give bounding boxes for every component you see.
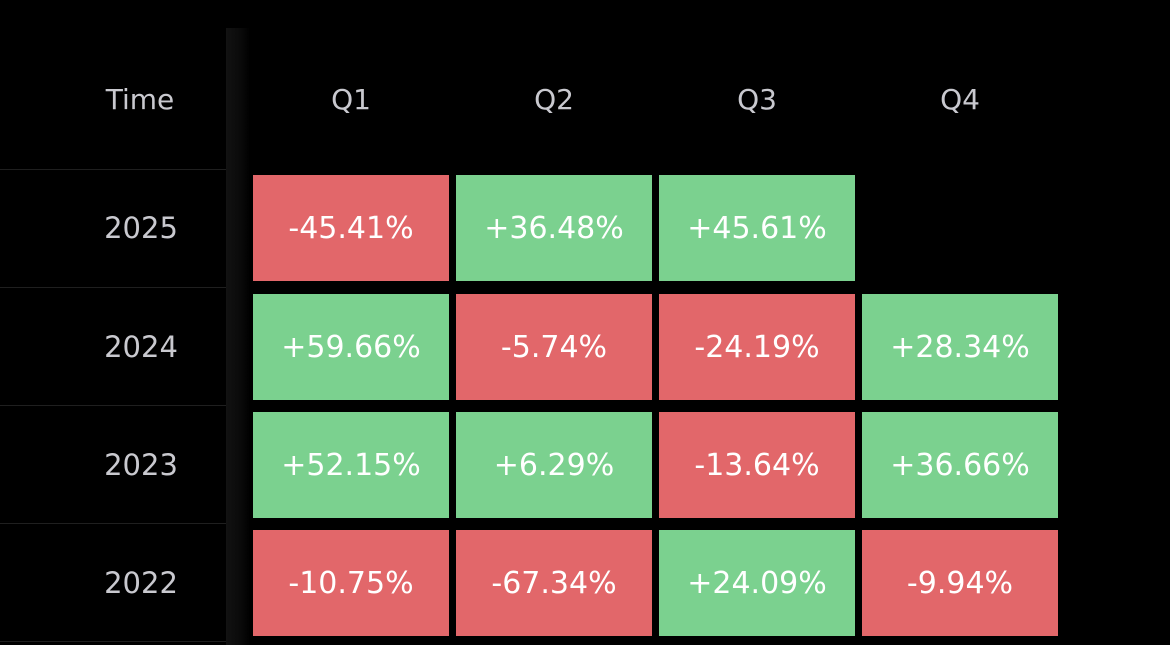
row-divider <box>0 287 226 288</box>
row-label-2023: 2023 <box>104 448 178 482</box>
heatmap-cell-2024-q4: +28.34% <box>862 294 1058 400</box>
heatmap-cell-2023-q3: -13.64% <box>659 412 855 518</box>
heatmap-cell-2024-q1: +59.66% <box>253 294 449 400</box>
column-header-q2: Q2 <box>534 83 574 116</box>
heatmap-cell-2024-q2: -5.74% <box>456 294 652 400</box>
column-header-q3: Q3 <box>737 83 777 116</box>
heatmap-cell-2023-q2: +6.29% <box>456 412 652 518</box>
column-divider-shadow <box>226 28 250 645</box>
corner-label-time: Time <box>105 83 175 116</box>
heatmap-cell-2025-q3: +45.61% <box>659 175 855 281</box>
heatmap-cell-2022-q1: -10.75% <box>253 530 449 636</box>
heatmap-cell-2022-q3: +24.09% <box>659 530 855 636</box>
heatmap-cell-2023-q1: +52.15% <box>253 412 449 518</box>
heatmap-cell-2023-q4: +36.66% <box>862 412 1058 518</box>
row-divider <box>0 523 226 524</box>
heatmap-cell-2022-q2: -67.34% <box>456 530 652 636</box>
row-divider <box>0 405 226 406</box>
year-column <box>0 28 226 645</box>
heatmap-cell-2024-q3: -24.19% <box>659 294 855 400</box>
heatmap-cell-2025-q1: -45.41% <box>253 175 449 281</box>
row-label-2022: 2022 <box>104 566 178 600</box>
column-header-q1: Q1 <box>331 83 371 116</box>
row-label-2024: 2024 <box>104 330 178 364</box>
heatmap-cell-2022-q4: -9.94% <box>862 530 1058 636</box>
column-header-q4: Q4 <box>940 83 980 116</box>
row-divider <box>0 169 226 170</box>
row-label-2025: 2025 <box>104 211 178 245</box>
heatmap-cell-2025-q2: +36.48% <box>456 175 652 281</box>
row-divider <box>0 641 226 642</box>
